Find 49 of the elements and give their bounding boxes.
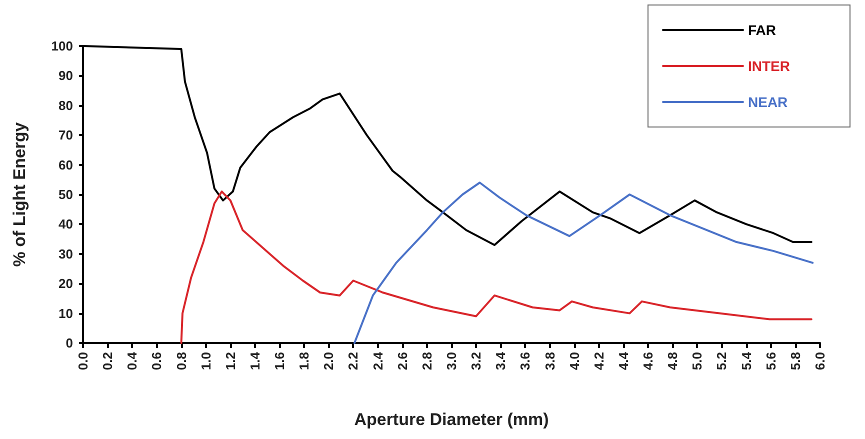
x-tick-label: 0.6 xyxy=(149,352,164,370)
x-tick-label: 5.2 xyxy=(714,352,730,370)
x-tick-label: 1.0 xyxy=(198,352,214,370)
x-tick-label: 3.0 xyxy=(444,352,459,370)
x-tick-label: 0.0 xyxy=(76,352,90,370)
x-tick-label: 2.4 xyxy=(370,351,386,370)
x-tick-label: 0.2 xyxy=(100,352,116,370)
y-tick-label: 80 xyxy=(58,98,73,113)
y-tick-label: 0 xyxy=(66,336,73,350)
text: NEAR xyxy=(748,94,788,110)
x-tick-label: 1.8 xyxy=(296,352,312,370)
x-tick-label: 3.4 xyxy=(493,351,508,370)
x-tick-label: 2.2 xyxy=(346,352,361,370)
x-tick-label: 4.2 xyxy=(591,352,606,370)
text: FAR xyxy=(748,22,776,38)
y-tick-label: 70 xyxy=(58,128,73,143)
text: INTER xyxy=(748,58,790,74)
y-tick-label: 30 xyxy=(58,246,73,262)
y-tick-label: 60 xyxy=(58,157,73,172)
x-tick-label: 3.8 xyxy=(542,352,558,370)
y-axis-title: % of Light Energy xyxy=(10,122,29,267)
x-tick-label: 1.6 xyxy=(272,352,288,370)
y-tick-label: 10 xyxy=(58,306,73,321)
x-tick-label: 2.6 xyxy=(394,352,410,370)
x-tick-label: 0.8 xyxy=(174,352,189,370)
x-tick-label: 5.6 xyxy=(763,352,778,370)
line-series xyxy=(180,190,812,344)
x-tick-label: 4.0 xyxy=(566,352,582,370)
x-tick-label: 5.8 xyxy=(788,352,803,370)
x-tick-label: 5.4 xyxy=(738,351,754,370)
y-tick-label: 20 xyxy=(58,276,73,292)
x-tick-label: 2.0 xyxy=(321,352,336,370)
x-tick-label: 1.2 xyxy=(222,352,238,370)
x-tick-label: 6.0 xyxy=(812,352,828,370)
x-tick-label: 4.4 xyxy=(616,351,631,370)
x-tick-label: 3.2 xyxy=(468,352,484,370)
y-tick-label: 100 xyxy=(51,38,73,54)
x-tick-label: 0.4 xyxy=(124,351,140,370)
y-tick-label: 40 xyxy=(58,216,73,232)
line-series xyxy=(353,182,814,344)
x-axis-title: Aperture Diameter (mm) xyxy=(354,410,549,429)
x-tick-label: 4.8 xyxy=(665,352,680,370)
x-tick-label: 2.8 xyxy=(419,352,434,370)
x-tick-label: 5.0 xyxy=(690,352,705,370)
x-tick-label: 1.4 xyxy=(247,351,262,370)
x-tick-label: 4.6 xyxy=(640,352,656,370)
y-tick-label: 90 xyxy=(58,68,73,84)
x-tick-label: 3.6 xyxy=(518,352,533,370)
y-tick-label: 50 xyxy=(58,187,73,202)
